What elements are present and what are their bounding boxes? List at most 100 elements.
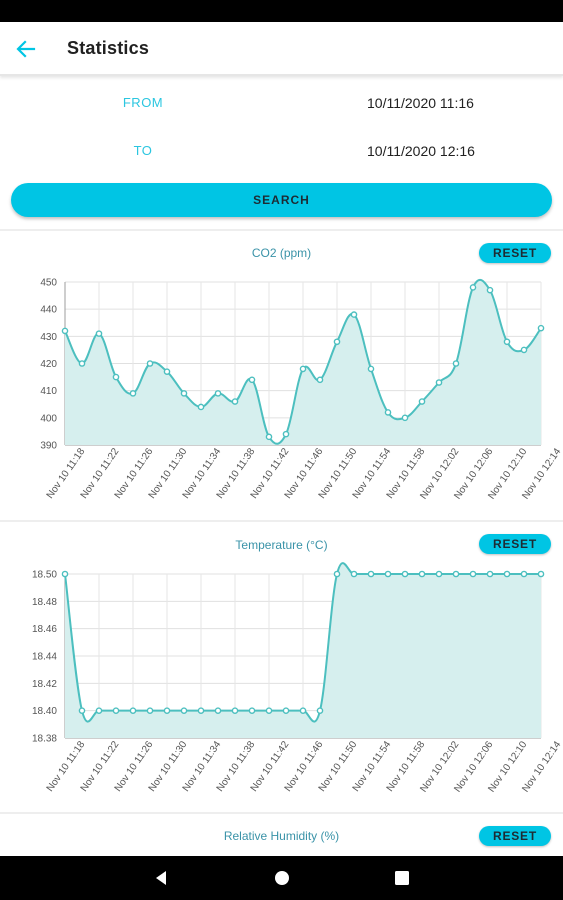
page-title: Statistics bbox=[67, 38, 150, 58]
status-bar bbox=[0, 0, 563, 22]
data-point bbox=[503, 570, 511, 578]
to-date-field[interactable]: 10/11/2020 12:16 bbox=[367, 143, 475, 159]
data-point bbox=[469, 570, 477, 578]
data-point bbox=[61, 327, 69, 335]
data-point bbox=[248, 376, 256, 384]
data-point bbox=[384, 409, 392, 416]
humidity-chart-title: Relative Humidity (%) bbox=[223, 829, 340, 843]
divider bbox=[0, 229, 563, 231]
divider bbox=[0, 520, 563, 522]
y-tick-label: 18.46 bbox=[32, 624, 57, 635]
data-point bbox=[129, 707, 137, 714]
data-point bbox=[299, 365, 307, 373]
data-point bbox=[503, 338, 511, 346]
temperature-reset-button[interactable]: RESET bbox=[479, 534, 551, 554]
y-tick-label: 390 bbox=[40, 441, 57, 452]
y-tick-label: 450 bbox=[40, 278, 57, 289]
data-point bbox=[163, 368, 171, 375]
data-point bbox=[486, 570, 494, 578]
from-label: FROM bbox=[122, 95, 164, 110]
y-tick-label: 18.48 bbox=[32, 597, 57, 608]
to-row: TO 10/11/2020 12:16 bbox=[0, 136, 563, 166]
data-point bbox=[469, 284, 477, 291]
y-tick-label: 18.40 bbox=[32, 706, 57, 717]
co2-reset-label: RESET bbox=[492, 246, 537, 260]
data-point bbox=[197, 707, 205, 714]
nav-home-button[interactable] bbox=[271, 867, 293, 889]
data-point bbox=[435, 570, 443, 578]
data-point bbox=[180, 390, 188, 397]
data-point bbox=[231, 398, 239, 405]
y-tick-label: 420 bbox=[40, 359, 57, 370]
data-point bbox=[197, 403, 205, 411]
y-tick-label: 18.42 bbox=[32, 679, 57, 690]
co2-chart-title: CO2 (ppm) bbox=[251, 246, 312, 260]
data-point bbox=[180, 707, 188, 714]
data-point bbox=[265, 707, 273, 714]
data-point bbox=[146, 360, 154, 367]
data-point bbox=[316, 376, 324, 384]
data-point bbox=[401, 570, 409, 578]
humidity-reset-button[interactable]: RESET bbox=[479, 826, 551, 846]
arrow-left-icon bbox=[16, 40, 36, 58]
data-point bbox=[214, 390, 222, 397]
navigation-bar bbox=[0, 856, 563, 900]
data-point bbox=[418, 570, 426, 578]
data-point bbox=[214, 707, 222, 714]
circle-home-icon bbox=[275, 871, 289, 885]
y-tick-label: 18.44 bbox=[32, 652, 57, 663]
nav-recents-button[interactable] bbox=[391, 867, 413, 889]
data-point bbox=[248, 707, 256, 714]
data-point bbox=[78, 360, 86, 367]
data-point bbox=[418, 398, 426, 405]
search-button[interactable]: SEARCH bbox=[11, 183, 552, 217]
y-tick-label: 400 bbox=[40, 413, 57, 424]
data-point bbox=[401, 414, 409, 422]
data-point bbox=[146, 707, 154, 714]
data-point bbox=[112, 707, 120, 714]
data-point bbox=[316, 707, 324, 714]
data-point bbox=[265, 433, 273, 441]
from-date-field[interactable]: 10/11/2020 11:16 bbox=[367, 95, 474, 111]
data-point bbox=[520, 346, 528, 354]
y-tick-label: 410 bbox=[40, 386, 57, 397]
triangle-back-icon bbox=[156, 871, 166, 885]
from-row: FROM 10/11/2020 11:16 bbox=[0, 88, 563, 118]
app-bar: Statistics bbox=[0, 22, 563, 76]
data-point bbox=[452, 360, 460, 367]
temperature-reset-label: RESET bbox=[492, 537, 537, 551]
data-point bbox=[486, 286, 494, 294]
data-point bbox=[350, 311, 358, 318]
data-point bbox=[299, 707, 307, 714]
divider bbox=[0, 812, 563, 814]
data-point bbox=[537, 570, 545, 578]
y-tick-label: 440 bbox=[40, 305, 57, 316]
nav-back-button[interactable] bbox=[150, 867, 172, 889]
data-point bbox=[367, 570, 375, 578]
data-point bbox=[163, 707, 171, 714]
data-point bbox=[61, 570, 69, 578]
data-point bbox=[231, 707, 239, 714]
co2-reset-button[interactable]: RESET bbox=[479, 243, 551, 263]
data-point bbox=[78, 707, 86, 714]
y-tick-label: 430 bbox=[40, 332, 57, 343]
data-point bbox=[95, 330, 103, 337]
data-point bbox=[537, 324, 545, 332]
data-point bbox=[520, 570, 528, 578]
data-point bbox=[282, 430, 290, 438]
data-point bbox=[350, 570, 358, 578]
data-point bbox=[333, 570, 341, 578]
to-label: TO bbox=[133, 143, 153, 158]
temperature-chart-title: Temperature (°C) bbox=[235, 538, 328, 552]
data-point bbox=[129, 390, 137, 397]
data-point bbox=[112, 373, 120, 381]
humidity-reset-label: RESET bbox=[492, 829, 537, 843]
back-button[interactable] bbox=[10, 34, 42, 64]
data-point bbox=[333, 338, 341, 346]
data-point bbox=[435, 379, 443, 386]
temperature-chart-card: Temperature (°C) RESET 18.38 18.40 18.42 18… bbox=[0, 523, 563, 810]
data-point bbox=[452, 570, 460, 578]
y-tick-label: 18.38 bbox=[32, 734, 57, 745]
